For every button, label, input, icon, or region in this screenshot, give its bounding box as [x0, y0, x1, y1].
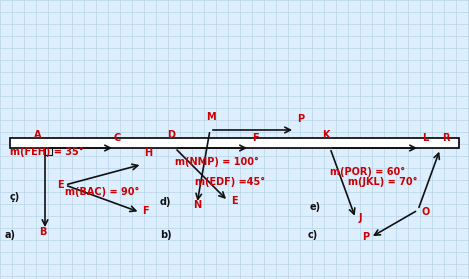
Text: c): c)	[308, 230, 318, 240]
Text: O: O	[421, 207, 429, 217]
Text: m(JKL) = 70°: m(JKL) = 70°	[348, 177, 417, 187]
Text: m(BAC) = 90°: m(BAC) = 90°	[65, 187, 139, 197]
Text: D: D	[167, 130, 175, 140]
Text: J: J	[359, 213, 362, 223]
Text: b): b)	[160, 230, 172, 240]
Text: H: H	[144, 148, 152, 158]
Text: e): e)	[310, 202, 321, 212]
Text: R: R	[442, 133, 450, 143]
Text: ç): ç)	[10, 192, 20, 202]
Text: P: P	[297, 114, 304, 124]
Text: M: M	[206, 112, 216, 122]
Text: P: P	[363, 232, 370, 242]
Bar	[10, 138, 459, 148]
Text: L: L	[422, 133, 428, 143]
Text: C: C	[113, 133, 121, 143]
Text: a): a)	[5, 230, 16, 240]
Text: m(NMP) = 100°: m(NMP) = 100°	[175, 157, 259, 167]
Text: F: F	[142, 206, 149, 216]
Text: N: N	[193, 200, 201, 210]
Text: d): d)	[160, 197, 172, 207]
Text: m(POR) = 60°: m(POR) = 60°	[330, 167, 405, 177]
Text: m(FEH) = 35°: m(FEH) = 35°	[10, 147, 83, 157]
Text: F: F	[252, 133, 258, 143]
Text: B: B	[39, 227, 47, 237]
Text: A: A	[34, 130, 42, 140]
Text: E: E	[57, 180, 64, 190]
Bar	[45, 148, 52, 155]
Text: E: E	[231, 196, 238, 206]
Text: m(EDF) =45°: m(EDF) =45°	[195, 177, 265, 187]
Text: K: K	[322, 130, 330, 140]
